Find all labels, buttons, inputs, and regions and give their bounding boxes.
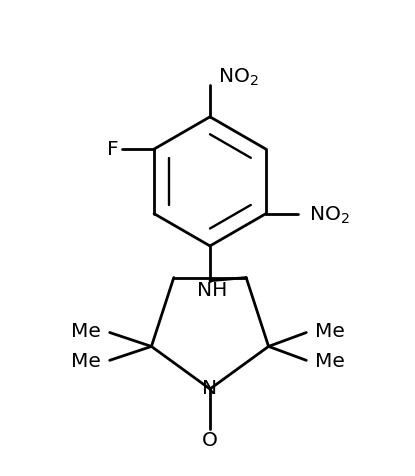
Text: O: O xyxy=(202,431,218,450)
Text: NO$_2$: NO$_2$ xyxy=(217,67,258,88)
Text: NH: NH xyxy=(197,281,227,300)
Text: F: F xyxy=(107,139,118,159)
Text: Me: Me xyxy=(315,352,345,371)
Text: Me: Me xyxy=(315,322,345,341)
Text: NO$_2$: NO$_2$ xyxy=(309,205,350,226)
Text: Me: Me xyxy=(71,322,101,341)
Text: N: N xyxy=(203,379,217,398)
Text: Me: Me xyxy=(71,352,101,371)
